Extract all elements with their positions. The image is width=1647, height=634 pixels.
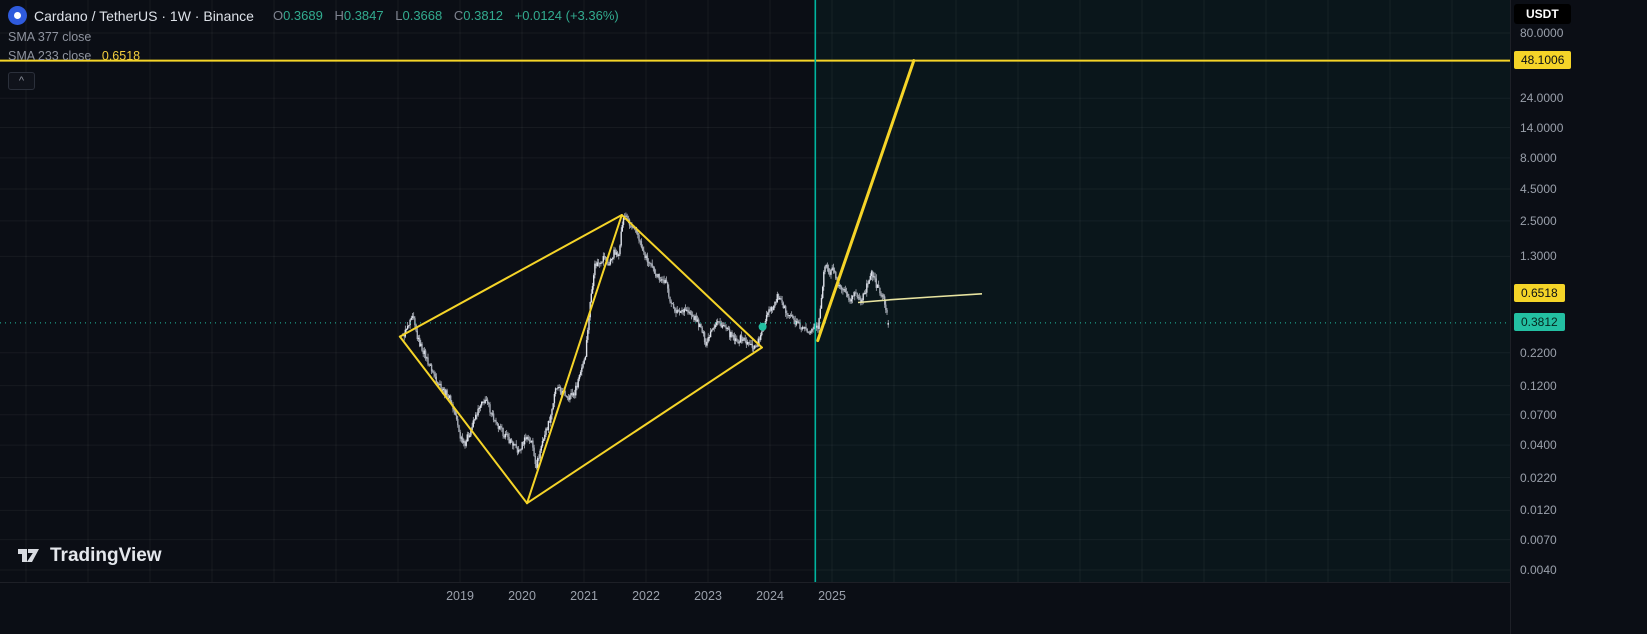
ohlc-close-label: C	[453, 8, 464, 23]
time-tick-label: 2020	[508, 589, 536, 603]
price-tick-label: 80.0000	[1520, 26, 1564, 40]
price-tick-label: 0.0070	[1520, 532, 1557, 547]
price-tick-label: 0.0400	[1520, 438, 1557, 453]
price-tick-label: 0.0040	[1520, 562, 1557, 577]
price-tick-label: 0.0700	[1520, 407, 1557, 422]
ohlc-readout: O0.3689 H0.3847 L0.3668 C0.3812 +0.0124 …	[265, 8, 619, 23]
price-tick-label: 0.0220	[1520, 470, 1557, 485]
indicator-sma-233[interactable]: SMA 233 close 0.6518	[8, 49, 619, 63]
time-tick-label: 2024	[756, 589, 784, 603]
price-tick-label: 0.0120	[1520, 503, 1557, 518]
time-axis[interactable]: 2019 2020 2021 2022 2023 2024 2025	[0, 582, 1510, 634]
currency-unit-button[interactable]: USDT	[1514, 4, 1571, 24]
price-tick-label: 14.0000	[1520, 120, 1564, 135]
change-value: +0.0124 (+3.36%)	[514, 8, 619, 23]
price-tick-label: 24.0000	[1520, 91, 1564, 106]
time-tick-label: 2023	[694, 589, 722, 603]
price-tick-label: 4.5000	[1520, 182, 1557, 197]
symbol-title[interactable]: Cardano / TetherUS · 1W · Binance	[34, 7, 254, 24]
price-badge: 0.3812	[1514, 312, 1565, 331]
price-badge: 0.6518	[1514, 283, 1565, 302]
indicator-sma-377-label: SMA 377 close	[8, 30, 92, 44]
ohlc-low-value: 0.3668	[402, 8, 443, 23]
time-tick-label: 2019	[446, 589, 474, 603]
ohlc-open-value: 0.3689	[283, 8, 323, 23]
ohlc-close-value: 0.3812	[463, 8, 504, 23]
time-tick-label: 2025	[818, 589, 846, 603]
indicator-sma-233-value: 0.6518	[101, 49, 141, 63]
symbol-row: Cardano / TetherUS · 1W · Binance O0.368…	[8, 6, 619, 25]
ohlc-open-label: O	[272, 8, 284, 23]
price-badge: 48.1006	[1514, 50, 1572, 69]
ohlc-low-label: L	[395, 8, 403, 23]
time-tick-label: 2022	[632, 589, 660, 603]
tradingview-mark-icon	[18, 549, 39, 562]
ohlc-high-value: 0.3847	[343, 8, 384, 23]
indicator-sma-233-label: SMA 233 close	[8, 49, 92, 63]
legend: Cardano / TetherUS · 1W · Binance O0.368…	[8, 6, 619, 90]
tradingview-logo-text: TradingView	[50, 544, 162, 566]
price-tick-label: 8.0000	[1520, 150, 1557, 165]
price-tick-label: 0.1200	[1520, 378, 1557, 393]
price-axis[interactable]: USDT 80.0000 24.0000 14.0000 8.0000 4.5000 2.…	[1510, 0, 1647, 634]
indicator-sma-377[interactable]: SMA 377 close	[8, 30, 619, 44]
price-tick-label: 1.3000	[1520, 249, 1557, 264]
price-tick-label: 2.5000	[1520, 213, 1557, 228]
ohlc-high-label: H	[334, 8, 344, 23]
time-tick-label: 2021	[570, 589, 598, 603]
price-tick-label: 0.2200	[1520, 345, 1557, 360]
legend-collapse-button[interactable]: ^	[8, 72, 35, 90]
cardano-logo-icon	[8, 6, 27, 25]
chart-pane[interactable]: Cardano / TetherUS · 1W · Binance O0.368…	[0, 0, 1510, 582]
tradingview-logo[interactable]: TradingView	[16, 543, 162, 568]
price-chart-canvas[interactable]	[0, 0, 1510, 582]
